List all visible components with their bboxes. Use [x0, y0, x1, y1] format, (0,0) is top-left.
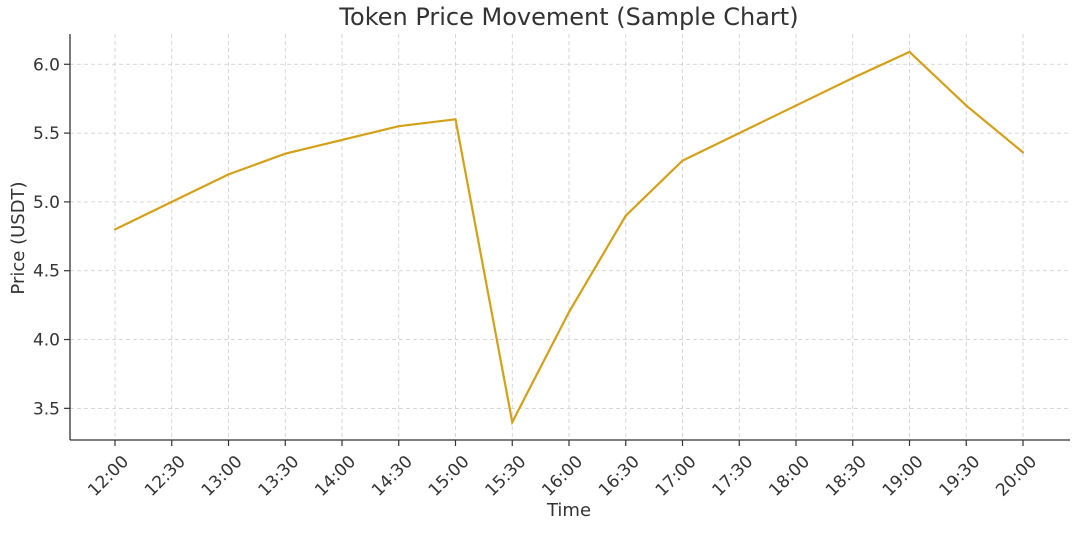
- price-data-point: [454, 118, 457, 121]
- price-data-point: [511, 421, 514, 424]
- x-tick-label: 15:30: [481, 452, 530, 501]
- price-data-point: [284, 152, 287, 155]
- y-axis-label: Price (USDT): [8, 181, 29, 294]
- price-data-point: [681, 159, 684, 162]
- x-tick-label: 16:30: [595, 452, 644, 501]
- price-data-point: [170, 200, 173, 204]
- y-tick-label: 3.5: [33, 399, 60, 419]
- axes: [69, 34, 1070, 441]
- chart-title: Token Price Movement (Sample Chart): [338, 3, 798, 31]
- x-ticks: 12:00 12:30 13:00 13:30 14:00 14:30 15:00 15:30…: [84, 440, 1041, 501]
- x-tick-label: 15:00: [425, 452, 474, 501]
- price-data-point: [794, 104, 798, 107]
- price-data-point: [624, 214, 627, 217]
- x-tick-label: 18:30: [822, 452, 871, 501]
- y-tick-label: 6.0: [33, 55, 60, 75]
- price-data-point: [567, 310, 571, 314]
- x-tick-label: 12:30: [141, 452, 190, 501]
- price-data-point: [1021, 151, 1025, 154]
- series: [113, 50, 1025, 426]
- x-axis-label: Time: [546, 500, 591, 521]
- x-tick-label: 19:00: [879, 452, 928, 501]
- price-data-point: [113, 228, 117, 231]
- x-tick-label: 12:00: [84, 452, 133, 501]
- x-tick-label: 14:00: [311, 452, 360, 501]
- x-tick-label: 16:00: [538, 452, 587, 501]
- x-tick-label: 13:30: [254, 452, 303, 501]
- price-data-point: [397, 125, 400, 128]
- y-tick-label: 5.5: [33, 124, 60, 144]
- price-data-point: [738, 131, 741, 135]
- x-tick-label: 20:00: [992, 452, 1041, 501]
- x-tick-label: 14:30: [368, 452, 417, 501]
- price-data-point: [965, 104, 968, 107]
- y-tick-label: 4.0: [33, 331, 60, 351]
- x-tick-label: 19:30: [935, 452, 984, 501]
- price-data-point: [227, 173, 230, 176]
- x-tick-label: 13:00: [198, 452, 247, 501]
- y-tick-label: 5.0: [33, 193, 60, 213]
- y-tick-label: 4.5: [33, 262, 60, 282]
- x-tick-label: 17:00: [652, 452, 701, 501]
- grid: [70, 34, 1070, 440]
- x-tick-label: 17:30: [708, 452, 757, 501]
- price-data-point: [908, 50, 911, 53]
- x-tick-label: 18:00: [765, 452, 814, 501]
- y-ticks: 3.5 4.0 4.5 5.0 5.5 6.0: [33, 55, 70, 419]
- price-data-point: [340, 138, 344, 142]
- price-data-point: [851, 76, 854, 80]
